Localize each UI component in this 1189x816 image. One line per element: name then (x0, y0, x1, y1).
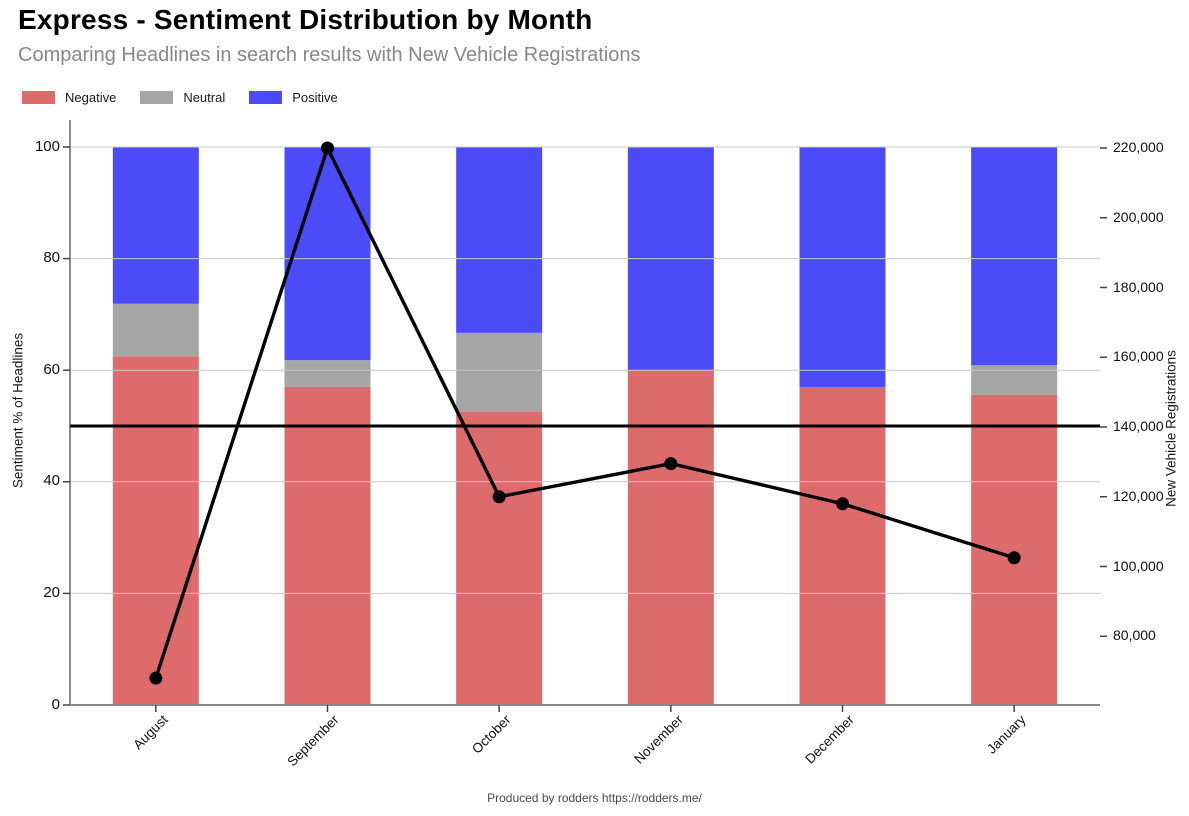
negative-swatch-icon (22, 91, 55, 104)
right-axis-title: New Vehicle Registrations (1163, 350, 1179, 507)
bar-segment-september-negative (284, 386, 371, 705)
bar-segment-october-neutral (456, 332, 543, 413)
legend: Negative Neutral Positive (22, 90, 338, 105)
legend-label-negative: Negative (65, 90, 117, 105)
legend-label-positive: Positive (292, 90, 338, 105)
left-axis-title: Sentiment % of Headlines (10, 332, 26, 489)
bar-segment-august-negative (112, 356, 199, 705)
chart-title: Express - Sentiment Distribution by Mont… (18, 4, 593, 35)
bar-segment-january-positive (971, 147, 1058, 366)
legend-label-neutral: Neutral (183, 90, 226, 105)
footer-credit: Produced by rodders https://rodders.me/ (487, 791, 702, 805)
bar-segment-september-neutral (284, 360, 371, 387)
legend-item-negative: Negative (22, 90, 116, 105)
registrations-point-january (1007, 551, 1021, 565)
chart-subtitle: Comparing Headlines in search results wi… (18, 44, 641, 66)
registrations-point-september (321, 141, 334, 155)
bar-segment-august-neutral (112, 303, 199, 357)
bar-segment-december-positive (799, 147, 886, 387)
registrations-point-august (149, 671, 163, 685)
bar-segment-december-negative (799, 386, 886, 705)
registrations-point-november (664, 457, 678, 471)
bar-segment-october-negative (456, 412, 543, 705)
neutral-swatch-icon (140, 91, 174, 104)
legend-item-neutral: Neutral (140, 90, 225, 105)
registrations-line (154, 143, 1015, 679)
registrations-point-october (492, 490, 506, 504)
bar-segment-august-positive (112, 147, 199, 304)
bar-segment-september-positive (284, 147, 371, 361)
bar-segment-october-positive (456, 147, 543, 333)
registrations-point-december (836, 497, 849, 511)
positive-swatch-icon (249, 91, 283, 104)
legend-item-positive: Positive (249, 90, 338, 105)
bar-segment-november-negative (627, 370, 714, 705)
bar-segment-january-neutral (971, 365, 1058, 395)
